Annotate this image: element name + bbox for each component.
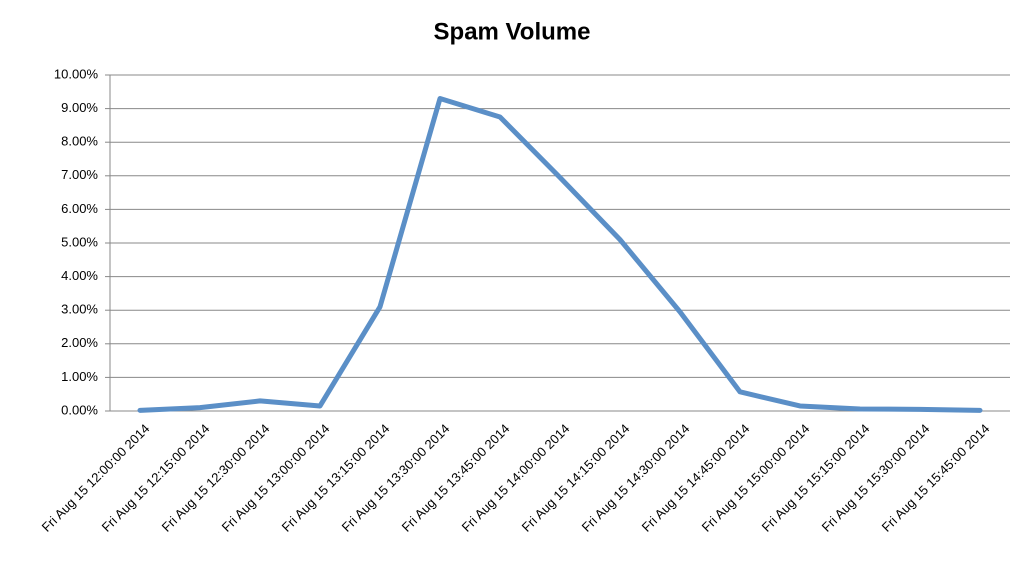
- y-tick-label: 6.00%: [61, 201, 98, 216]
- x-tick-label: Fri Aug 15 12:00:00 2014: [39, 421, 153, 535]
- x-tick-label: Fri Aug 15 15:15:00 2014: [759, 421, 873, 535]
- x-tick-label: Fri Aug 15 13:00:00 2014: [219, 421, 333, 535]
- x-tick-label: Fri Aug 15 12:15:00 2014: [99, 421, 213, 535]
- chart-title: Spam Volume: [434, 18, 591, 45]
- y-tick-label: 2.00%: [61, 335, 98, 350]
- y-tick-label: 0.00%: [61, 402, 98, 417]
- x-tick-label: Fri Aug 15 15:30:00 2014: [819, 421, 933, 535]
- y-tick-label: 5.00%: [61, 234, 98, 249]
- y-tick-label: 4.00%: [61, 268, 98, 283]
- x-tick-label: Fri Aug 15 14:45:00 2014: [639, 421, 753, 535]
- x-tick-label: Fri Aug 15 13:15:00 2014: [279, 421, 393, 535]
- x-tick-label: Fri Aug 15 14:00:00 2014: [459, 421, 573, 535]
- x-tick-label: Fri Aug 15 14:15:00 2014: [519, 421, 633, 535]
- y-tick-label: 10.00%: [54, 66, 99, 81]
- y-tick-label: 8.00%: [61, 134, 98, 149]
- y-tick-label: 1.00%: [61, 369, 98, 384]
- x-tick-label: Fri Aug 15 13:30:00 2014: [339, 421, 453, 535]
- y-tick-label: 3.00%: [61, 302, 98, 317]
- x-tick-label: Fri Aug 15 13:45:00 2014: [399, 421, 513, 535]
- y-tick-label: 7.00%: [61, 167, 98, 182]
- x-tick-label: Fri Aug 15 15:00:00 2014: [699, 421, 813, 535]
- x-tick-label: Fri Aug 15 14:30:00 2014: [579, 421, 693, 535]
- y-tick-label: 9.00%: [61, 100, 98, 115]
- x-tick-label: Fri Aug 15 15:45:00 2014: [879, 421, 993, 535]
- data-line: [137, 96, 983, 413]
- x-tick-label: Fri Aug 15 12:30:00 2014: [159, 421, 273, 535]
